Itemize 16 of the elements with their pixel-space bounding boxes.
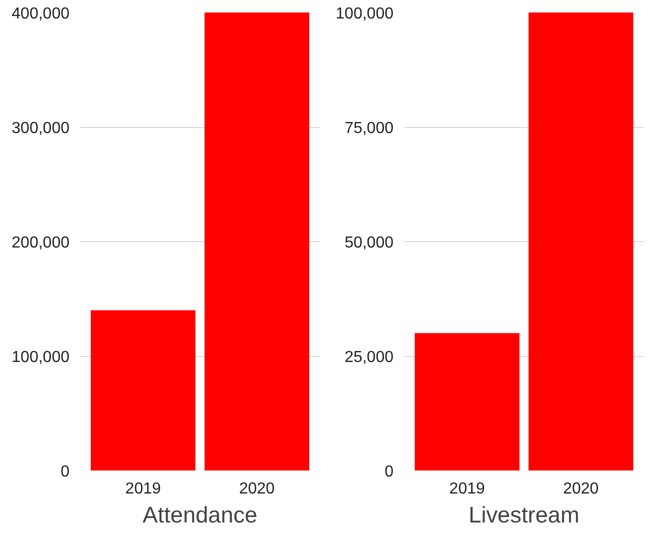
- y-tick-label: 50,000: [344, 234, 394, 252]
- x-axis-title: Attendance: [142, 502, 258, 528]
- x-axis-title: Livestream: [468, 502, 580, 528]
- x-tick-label: 2020: [563, 480, 599, 498]
- y-tick-label: 0: [60, 464, 70, 480]
- y-tick-label: 100,000: [12, 349, 70, 366]
- y-tick-label: 0: [384, 464, 394, 480]
- y-tick-label: 75,000: [344, 120, 394, 137]
- y-tick-label: 100,000: [336, 6, 394, 22]
- x-tick-label: 2019: [449, 480, 485, 498]
- x-tick-label: 2019: [125, 480, 161, 498]
- y-tick-label: 300,000: [12, 120, 70, 137]
- x-tick-label: 2020: [239, 480, 275, 498]
- y-tick-label: 400,000: [12, 6, 70, 22]
- y-tick-label: 200,000: [12, 234, 70, 252]
- y-tick-label: 25,000: [344, 349, 394, 366]
